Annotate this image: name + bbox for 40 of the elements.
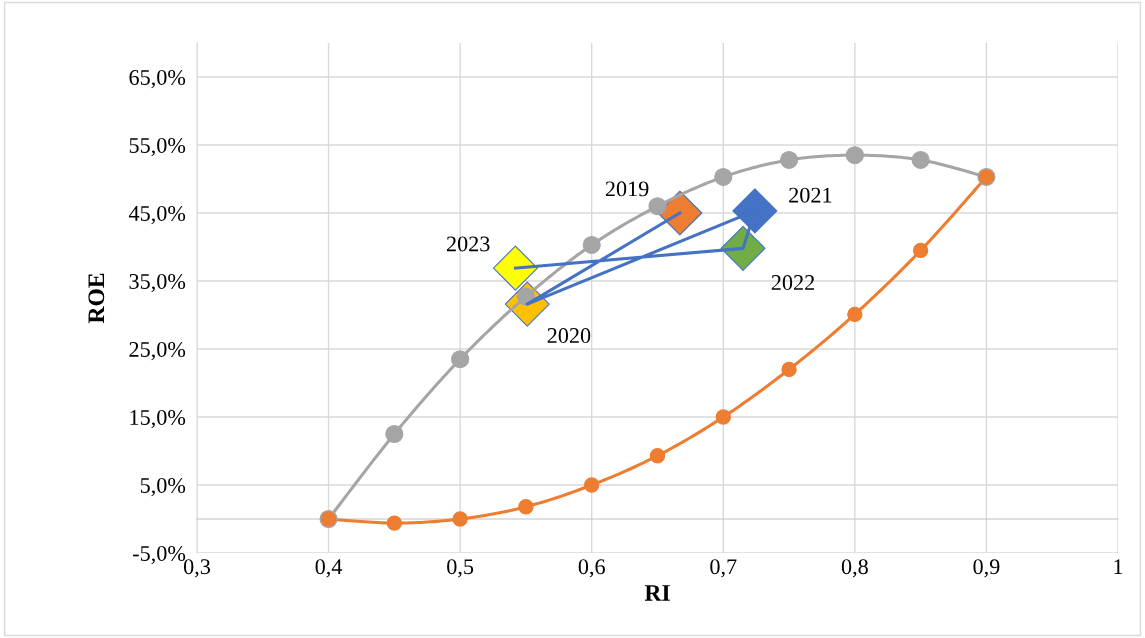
point [847, 306, 863, 322]
annotation: 2022 [771, 275, 815, 291]
point [649, 448, 666, 464]
y-tick-label: 5,0% [140, 477, 186, 497]
annotation: 2021 [789, 187, 832, 203]
point [715, 409, 731, 425]
x-axis-title: RI [644, 585, 670, 601]
point [584, 477, 600, 493]
y-tick-label: 35,0% [129, 273, 186, 293]
annotation: 2020 [547, 328, 591, 344]
y-axis-title: ROE [88, 273, 105, 324]
point [911, 150, 930, 170]
point [845, 146, 864, 165]
point [912, 242, 929, 259]
annotation: 2019 [605, 181, 649, 197]
y-tick-label: 45,0% [128, 205, 186, 225]
point [452, 511, 468, 527]
y-tick-label: 15,0% [130, 409, 186, 429]
annotation: 2023 [446, 236, 490, 252]
y-tick-label: 55,0% [129, 137, 186, 157]
point [386, 515, 403, 531]
point [492, 245, 538, 291]
x-tick-label: 0,6 [578, 559, 605, 578]
y-tick-label: 25,0% [129, 341, 186, 361]
x-tick-label: 0,8 [841, 559, 868, 578]
point [385, 424, 404, 444]
y-tick-label: 65,0% [129, 69, 186, 89]
point [780, 150, 799, 170]
x-tick-label: 0,3 [183, 559, 211, 578]
point [714, 167, 733, 187]
point [648, 197, 667, 216]
x-tick-label: 0,9 [973, 559, 1000, 578]
x-tick-label: 0,4 [315, 559, 343, 578]
x-tick-label: 1 [1114, 559, 1123, 574]
x-tick-label: 0,7 [710, 559, 737, 578]
point [451, 350, 470, 369]
point [781, 361, 797, 378]
point [582, 235, 601, 255]
point [518, 499, 534, 515]
x-tick-label: 0,5 [447, 559, 474, 578]
